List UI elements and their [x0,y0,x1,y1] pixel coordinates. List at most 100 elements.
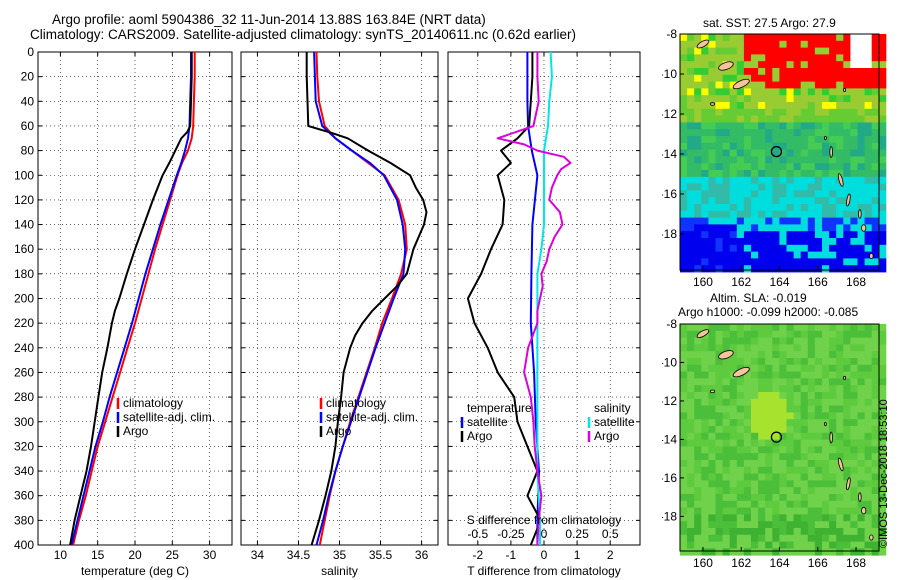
map-cell [758,231,766,239]
map-cell [807,68,816,76]
map-cell [857,541,865,549]
secondary-tick-label: 0.25 [565,527,589,541]
map-cell [800,47,809,55]
map-cell [807,40,816,48]
map-cell [814,548,823,556]
map-cell [850,34,858,42]
map-cell [822,446,830,454]
map-cell [800,224,809,232]
map-cell [680,40,688,48]
map-cell [722,528,731,536]
map-cell [807,412,816,420]
map-cell [708,324,716,332]
map-cell [722,68,731,76]
island [846,193,851,207]
argo-location-marker[interactable] [770,431,783,443]
map-cell [814,330,823,338]
map-cell [687,358,695,366]
map-cell [729,81,738,89]
map-cell [779,351,787,359]
map-cell [751,514,759,522]
map-cell [722,330,731,338]
map-cell [807,47,816,55]
map-cell [687,40,695,48]
chart-title-line1: Argo profile: aoml 5904386_32 11-Jun-201… [52,12,486,27]
map-cell [715,40,723,48]
map-cell [793,47,802,55]
map-cell [793,68,802,76]
map-cell [736,40,745,48]
map-cell [829,197,837,205]
map-cell [751,432,759,440]
map-cell [864,197,873,205]
map-cell [800,183,809,191]
map-cell [680,432,688,440]
map-cell [687,163,695,171]
map-cell [857,244,865,252]
map-cell [680,473,688,481]
map-cell [701,412,709,420]
map-cell [680,419,688,427]
map-cell [800,419,809,427]
map-cell [829,466,837,474]
map-cell [708,47,716,55]
map-cell [701,224,709,232]
map-cell [708,61,716,69]
map-cell [701,385,709,393]
map-cell [708,108,716,116]
map-cell [743,204,752,212]
map-cell [680,541,688,549]
map-cell [765,324,773,332]
map-cell [857,136,865,144]
map-cell [765,548,773,556]
map-cell [807,500,816,508]
map-cell [843,466,851,474]
map-cell [871,108,880,116]
map-cell [779,34,787,42]
map-cell [715,398,723,406]
map-cell [715,364,723,372]
map-cell [871,385,880,393]
map-cell [751,34,759,42]
map-cell [822,156,830,164]
map-cell [743,378,752,386]
map-cell [836,244,844,252]
map-cell [829,115,837,123]
map-cell [836,426,844,434]
map-cell [814,217,823,225]
map-cell [779,61,787,69]
map-cell [786,534,794,542]
map-cell [822,204,830,212]
map-cell [751,324,759,332]
map-cell [758,487,766,495]
map-cell [779,507,787,515]
argo-location-marker[interactable] [770,145,783,158]
map-cell [772,231,780,239]
island [869,534,874,541]
map-cell [765,238,773,246]
x-tick-label: 10 [54,548,68,562]
island [824,421,827,427]
map-cell [829,68,837,76]
map-cell [857,446,865,454]
map-cell [680,68,688,76]
map-cell [779,385,787,393]
map-cell [729,265,738,273]
map-cell [765,378,773,386]
map-cell [836,385,844,393]
map-cell [836,351,844,359]
map-cell [836,500,844,508]
map-cell [751,344,759,352]
map-cell [857,534,865,542]
map-cell [793,507,802,515]
map-cell [736,149,745,157]
map-cell [736,170,745,178]
map-cell [729,102,738,110]
map-cell [850,142,858,150]
map-cell [836,102,844,110]
map-cell [722,439,731,447]
chart-title-line2: Climatology: CARS2009. Satellite-adjuste… [30,27,577,42]
map-cell [687,473,695,481]
